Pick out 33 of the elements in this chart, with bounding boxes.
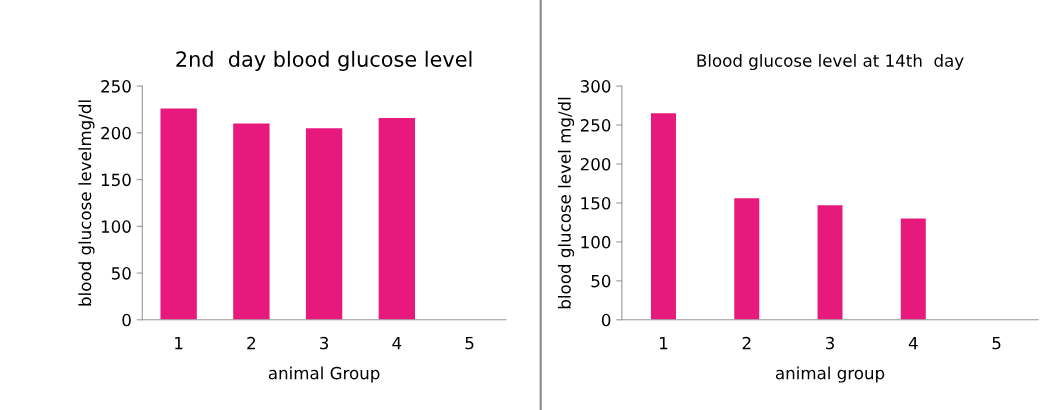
y-tick-label: 50	[591, 274, 611, 288]
y-tick-label: 100	[581, 235, 611, 249]
y-tick-label: 200	[580, 157, 611, 171]
x-tick-label: 5	[992, 336, 1001, 350]
y-tick-label: 100	[101, 220, 131, 233]
x-axis-title: animal Group	[268, 366, 380, 383]
x-tick-label: 2	[247, 336, 256, 350]
x-tick-label: 2	[742, 336, 751, 350]
bar	[734, 198, 760, 320]
x-tick-label: 4	[908, 336, 918, 350]
x-tick-label: 3	[320, 336, 329, 350]
y-tick-label: 0	[122, 313, 131, 327]
chart-title: 2nd day blood glucose level	[176, 50, 472, 71]
y-tick-label: 300	[580, 80, 611, 93]
bar	[900, 218, 926, 320]
y-tick-label: 150	[581, 196, 611, 210]
x-tick-label: 1	[175, 336, 183, 350]
y-axis-title: blood glucose levelmg/dl	[78, 100, 95, 306]
y-tick-label: 150	[101, 173, 131, 187]
y-axis-title: blood glucose level mg/dl	[557, 97, 575, 309]
y-tick-label: 200	[101, 126, 131, 140]
y-tick-label: 250	[580, 119, 611, 132]
x-tick-label: 4	[392, 336, 402, 350]
y-tick-label: 0	[601, 313, 611, 327]
bar	[817, 205, 843, 320]
x-tick-label: 1	[660, 336, 668, 350]
y-tick-label: 250	[101, 80, 131, 93]
y-tick-label: 50	[111, 267, 131, 280]
bar	[651, 113, 676, 320]
chart-title: Blood glucose level at 14th day	[697, 53, 964, 71]
x-axis-title: animal group	[775, 366, 885, 383]
x-tick-label: 3	[825, 336, 834, 350]
x-tick-label: 5	[465, 336, 474, 350]
